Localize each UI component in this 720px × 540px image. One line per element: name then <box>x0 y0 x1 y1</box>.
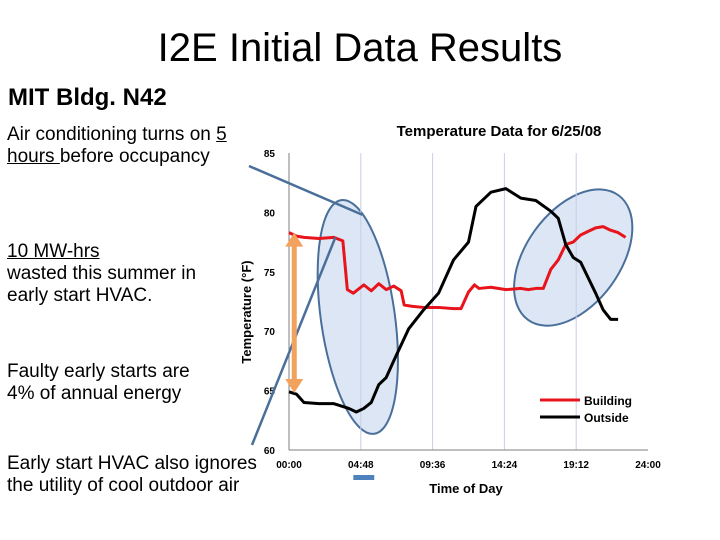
slide-title: I2E Initial Data Results <box>157 26 563 70</box>
time-marker-bar <box>353 475 375 480</box>
y-tick-label-4: 80 <box>264 208 276 219</box>
note-ac-part2: before occupancy <box>59 146 210 167</box>
annotations <box>248 164 375 480</box>
x-tick-label-5: 24:00 <box>635 460 661 471</box>
note-faulty-starts: Faulty early starts are 4% of annual ene… <box>7 361 190 404</box>
series-line-building <box>288 225 627 311</box>
legend-outside-label: Outside <box>584 411 629 425</box>
slide-subtitle: MIT Bldg. N42 <box>8 84 167 111</box>
x-tick-label-1: 04:48 <box>348 460 374 471</box>
note-mwh-value: 10 MW-hrs <box>7 241 100 262</box>
series-lines <box>288 187 627 414</box>
series-line-outside <box>288 187 619 414</box>
y-tick-labels: 60 65 70 75 80 85 <box>264 149 276 457</box>
x-tick-label-3: 14:24 <box>492 460 518 471</box>
note-ac-hours: 5 hours <box>7 124 227 167</box>
double-arrow-head-bottom <box>285 378 304 393</box>
double-arrow-head-top <box>285 232 304 247</box>
y-tick-label-1: 65 <box>264 387 276 398</box>
y-tick-label-0: 60 <box>264 446 276 457</box>
note-ac-early-start: Air conditioning turns on 5 hours before… <box>7 124 232 168</box>
x-tick-label-4: 19:12 <box>563 460 589 471</box>
note-pointer-line-top <box>248 164 363 216</box>
legend: Building Outside <box>540 394 632 425</box>
chart-title: Temperature Data for 6/25/08 <box>397 123 602 140</box>
note-mwh-wasted: 10 MW-hrs wasted this summer in early st… <box>7 241 217 307</box>
y-axis-label: Temperature (°F) <box>239 260 254 363</box>
axes <box>288 153 648 451</box>
x-tick-label-0: 00:00 <box>276 460 302 471</box>
note-mwh-text: wasted this summer in early start HVAC. <box>7 263 197 306</box>
x-tick-label-2: 09:36 <box>420 460 446 471</box>
y-tick-label-3: 75 <box>264 268 276 279</box>
ellipse-morning-highlight <box>316 198 399 435</box>
x-tick-labels: 00:00 04:48 09:36 14:24 19:12 24:00 <box>276 460 661 471</box>
note-cool-outdoor-air: Early start HVAC also ignores the utilit… <box>7 453 257 496</box>
x-axis-label: Time of Day <box>429 481 503 496</box>
note-ac-part1: Air conditioning turns on <box>7 124 217 145</box>
legend-building-label: Building <box>584 394 632 408</box>
y-tick-label-5: 85 <box>264 149 276 160</box>
y-tick-label-2: 70 <box>264 327 276 338</box>
